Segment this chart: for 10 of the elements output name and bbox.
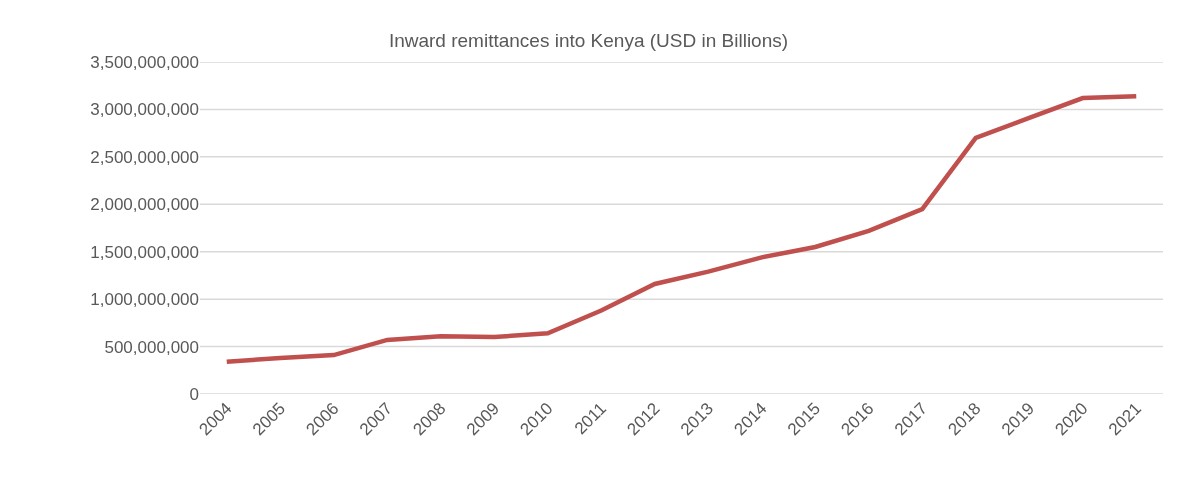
line-series bbox=[224, 93, 1139, 364]
y-tick-label: 0 bbox=[189, 384, 199, 404]
y-tick-label: 500,000,000 bbox=[104, 337, 199, 357]
y-tick-label: 2,500,000,000 bbox=[90, 147, 199, 167]
y-tick-label: 1,000,000,000 bbox=[90, 290, 199, 310]
y-tick-label: 3,500,000,000 bbox=[90, 52, 199, 72]
chart-title: Inward remittances into Kenya (USD in Billions) bbox=[388, 29, 789, 51]
y-tick-label: 2,000,000,000 bbox=[90, 195, 199, 215]
y-tick-label: 3,000,000,000 bbox=[90, 100, 199, 120]
y-tick-label: 1,500,000,000 bbox=[90, 242, 199, 262]
